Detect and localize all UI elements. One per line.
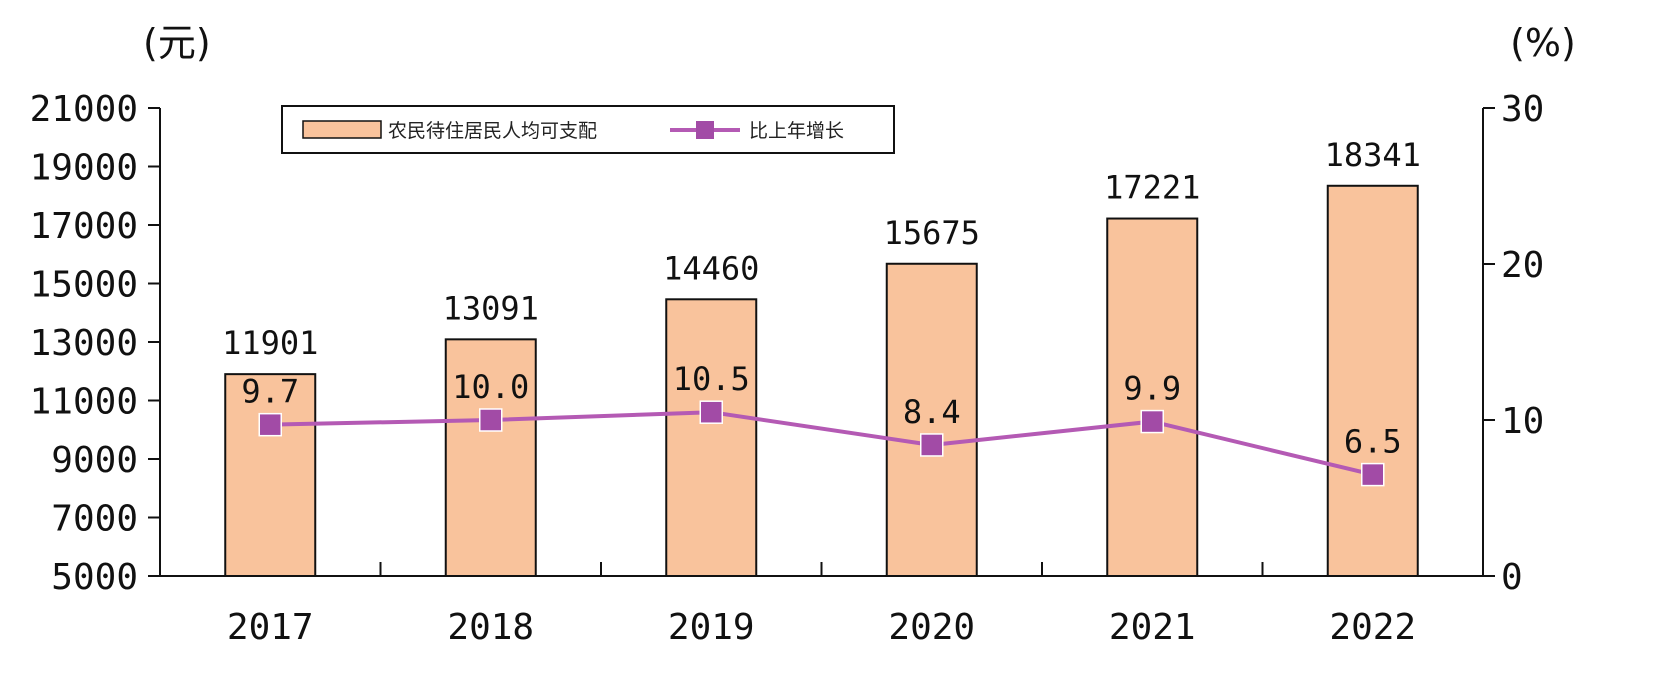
legend: 农民待住居民人均可支配 比上年增长: [281, 105, 895, 154]
legend-line-label: 比上年增长: [749, 120, 844, 142]
bar-value-label: 11901: [222, 324, 318, 362]
x-tick-label: 2019: [668, 607, 755, 648]
legend-marker-swatch: [696, 121, 714, 139]
legend-bar-swatch: [302, 120, 382, 139]
left-tick-label: 11000: [30, 382, 138, 423]
bar: [1106, 217, 1199, 578]
left-axis-unit: (元): [143, 21, 211, 65]
legend-box: [281, 105, 895, 154]
growth-value-label: 10.0: [452, 368, 529, 406]
bar: [1326, 184, 1419, 577]
right-tick-label: 30: [1501, 89, 1544, 130]
x-tick-label: 2021: [1109, 607, 1196, 648]
bar-series: 11901 13091 14460 15675 17221 18341: [222, 136, 1421, 578]
legend-bar-label: 农民待住居民人均可支配: [388, 120, 597, 142]
left-tick-label: 15000: [30, 265, 138, 306]
right-tick-label: 0: [1501, 557, 1523, 598]
left-tick-label: 19000: [30, 148, 138, 189]
left-tick-label: 5000: [51, 557, 138, 598]
bar-value-label: 17221: [1104, 169, 1200, 207]
growth-marker: [699, 400, 723, 424]
growth-marker: [920, 433, 944, 457]
right-tick-label: 20: [1501, 245, 1544, 286]
growth-value-label: 9.9: [1123, 370, 1181, 408]
left-tick-label: 17000: [30, 206, 138, 247]
bar: [444, 338, 537, 577]
x-tick-label: 2022: [1329, 607, 1416, 648]
right-axis: 0 10 20 30: [1482, 89, 1544, 598]
growth-value-label: 8.4: [903, 393, 961, 431]
right-tick-label: 10: [1501, 401, 1544, 442]
x-tick-label: 2018: [447, 607, 534, 648]
left-tick-label: 13000: [30, 323, 138, 364]
growth-value-label: 6.5: [1344, 423, 1402, 461]
bar: [885, 262, 978, 577]
growth-value-label: 9.7: [241, 373, 299, 411]
right-axis-unit: (%): [1510, 21, 1576, 65]
growth-marker: [1361, 462, 1385, 487]
left-tick-label: 9000: [51, 440, 138, 481]
growth-marker: [1140, 409, 1164, 434]
x-axis: 2017 2018 2019 2020 2021 2022: [159, 562, 1484, 648]
bar: [224, 373, 317, 577]
x-tick-label: 2020: [888, 607, 975, 648]
growth-marker: [258, 412, 282, 437]
bar-value-label: 14460: [663, 249, 759, 287]
x-tick-label: 2017: [227, 607, 314, 648]
bar-value-label: 18341: [1325, 136, 1421, 174]
bar: [665, 298, 758, 577]
left-axis: 5000 7000 9000 11000 13000 15000 17000 19000 210…: [30, 89, 161, 598]
bar-value-label: 15675: [884, 214, 980, 252]
line-series: 9.7 10.0 10.5 8.4 9.9 6.5: [241, 360, 1402, 487]
left-tick-label: 21000: [30, 89, 138, 130]
growth-line: [270, 410, 1374, 477]
bar-value-label: 13091: [443, 289, 539, 327]
growth-marker: [479, 408, 503, 432]
left-tick-label: 7000: [51, 499, 138, 540]
growth-value-label: 10.5: [673, 360, 750, 398]
